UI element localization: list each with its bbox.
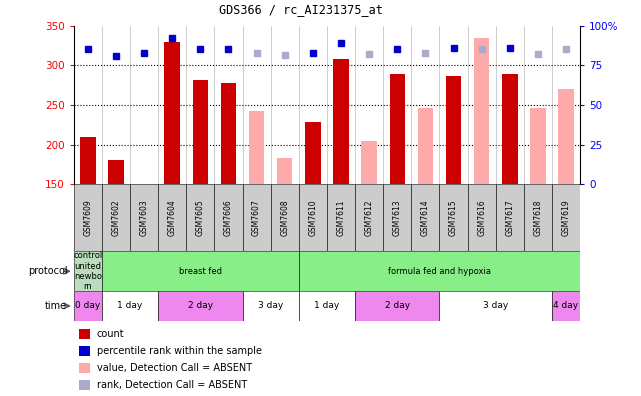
- Bar: [558, 89, 574, 184]
- Text: GSM7602: GSM7602: [112, 200, 121, 236]
- Bar: [305, 122, 320, 184]
- Bar: [412, 184, 440, 251]
- Bar: [502, 74, 517, 184]
- Text: GSM7603: GSM7603: [140, 200, 149, 236]
- Text: GSM7610: GSM7610: [308, 200, 317, 236]
- Text: GSM7612: GSM7612: [365, 200, 374, 236]
- Bar: [242, 291, 299, 321]
- Text: GSM7606: GSM7606: [224, 200, 233, 236]
- Bar: [383, 184, 412, 251]
- Text: 2 day: 2 day: [385, 301, 410, 310]
- Text: count: count: [97, 329, 124, 339]
- Bar: [79, 363, 90, 373]
- Bar: [445, 76, 462, 184]
- Bar: [524, 184, 552, 251]
- Text: 0 day: 0 day: [75, 301, 101, 310]
- Bar: [390, 74, 405, 184]
- Bar: [299, 291, 355, 321]
- Bar: [79, 380, 90, 390]
- Bar: [74, 184, 102, 251]
- Bar: [440, 291, 552, 321]
- Bar: [165, 42, 180, 184]
- Bar: [74, 251, 102, 291]
- Text: 4 day: 4 day: [553, 301, 579, 310]
- Bar: [158, 184, 187, 251]
- Bar: [221, 83, 236, 184]
- Bar: [333, 59, 349, 184]
- Bar: [79, 329, 90, 339]
- Bar: [418, 108, 433, 184]
- Text: GSM7605: GSM7605: [196, 200, 205, 236]
- Text: 3 day: 3 day: [483, 301, 508, 310]
- Text: breast fed: breast fed: [179, 267, 222, 276]
- Bar: [80, 137, 96, 184]
- Bar: [158, 291, 242, 321]
- Bar: [327, 184, 355, 251]
- Bar: [277, 158, 292, 184]
- Bar: [552, 184, 580, 251]
- Bar: [355, 291, 440, 321]
- Bar: [74, 291, 102, 321]
- Bar: [495, 184, 524, 251]
- Text: 1 day: 1 day: [117, 301, 142, 310]
- Text: GSM7619: GSM7619: [562, 200, 570, 236]
- Bar: [102, 184, 130, 251]
- Bar: [467, 184, 495, 251]
- Bar: [299, 251, 580, 291]
- Text: GSM7607: GSM7607: [252, 200, 261, 236]
- Bar: [187, 184, 214, 251]
- Bar: [102, 291, 158, 321]
- Text: GSM7615: GSM7615: [449, 200, 458, 236]
- Text: GSM7614: GSM7614: [421, 200, 430, 236]
- Text: GSM7608: GSM7608: [280, 200, 289, 236]
- Bar: [108, 160, 124, 184]
- Text: time: time: [45, 301, 67, 311]
- Text: GSM7613: GSM7613: [393, 200, 402, 236]
- Text: GSM7611: GSM7611: [337, 200, 345, 236]
- Bar: [214, 184, 242, 251]
- Bar: [530, 108, 545, 184]
- Text: 2 day: 2 day: [188, 301, 213, 310]
- Bar: [130, 184, 158, 251]
- Text: GSM7618: GSM7618: [533, 200, 542, 236]
- Bar: [192, 80, 208, 184]
- Text: rank, Detection Call = ABSENT: rank, Detection Call = ABSENT: [97, 380, 247, 390]
- Text: 3 day: 3 day: [258, 301, 283, 310]
- Text: GSM7616: GSM7616: [477, 200, 486, 236]
- Bar: [474, 38, 489, 184]
- Bar: [355, 184, 383, 251]
- Text: GSM7604: GSM7604: [168, 200, 177, 236]
- Text: value, Detection Call = ABSENT: value, Detection Call = ABSENT: [97, 363, 252, 373]
- Bar: [242, 184, 271, 251]
- Text: GSM7617: GSM7617: [505, 200, 514, 236]
- Bar: [271, 184, 299, 251]
- Text: GDS366 / rc_AI231375_at: GDS366 / rc_AI231375_at: [219, 3, 383, 16]
- Text: GSM7609: GSM7609: [83, 200, 92, 236]
- Text: formula fed and hypoxia: formula fed and hypoxia: [388, 267, 491, 276]
- Bar: [102, 251, 299, 291]
- Text: percentile rank within the sample: percentile rank within the sample: [97, 346, 262, 356]
- Bar: [552, 291, 580, 321]
- Bar: [362, 141, 377, 184]
- Bar: [249, 111, 264, 184]
- Bar: [299, 184, 327, 251]
- Text: 1 day: 1 day: [314, 301, 340, 310]
- Bar: [440, 184, 467, 251]
- Text: control
united
newbo
rn: control united newbo rn: [73, 251, 103, 291]
- Text: protocol: protocol: [28, 266, 67, 276]
- Bar: [79, 346, 90, 356]
